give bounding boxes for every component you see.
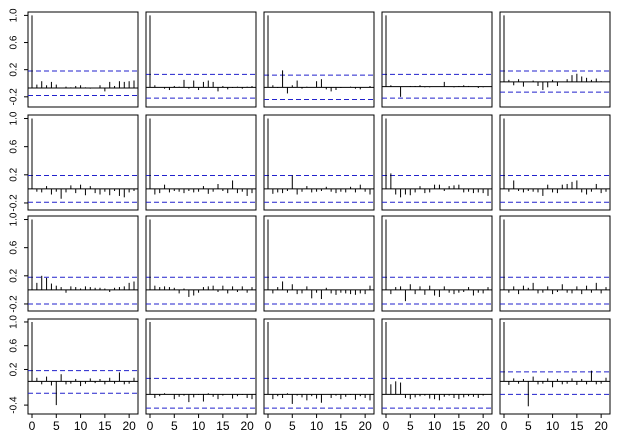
x-tick-label-c4-2: 10 [428,419,442,433]
panel-frame-r4c2 [145,318,257,415]
y-tick-label-r2-0: 1.0 [9,111,20,125]
panel-frame-r1c5 [499,11,611,108]
x-tick-label-c3-2: 10 [310,419,324,433]
x-tick-label-c1-1: 5 [53,419,60,433]
y-tick-label-r3-3: -0.2 [9,295,20,313]
x-tick-label-c3-0: 0 [265,419,272,433]
x-tick-label-c5-1: 5 [525,419,532,433]
panel-frame-r2c2 [145,114,257,211]
panel-frame-r2c1 [27,114,139,211]
x-tick-label-c1-3: 15 [98,419,112,433]
panel-frame-r1c1 [27,11,139,108]
panel-frame-r1c2 [145,11,257,108]
panel-frame-r2c5 [499,114,611,211]
y-tick-label-r3-1: 0.6 [9,240,20,254]
panel-frame-r3c1 [27,215,139,312]
y-tick-label-r2-3: -0.2 [9,194,20,212]
panel-frame-r1c4 [381,11,493,108]
x-tick-label-c4-3: 15 [452,419,466,433]
x-tick-label-c2-3: 15 [216,419,230,433]
panel-frame-r3c4 [381,215,493,312]
x-tick-label-c1-4: 20 [122,419,136,433]
panel-frame-r1c3 [263,11,375,108]
y-tick-label-r1-2: 0.2 [9,62,20,76]
y-tick-label-r4-2: 0.2 [9,362,20,376]
x-tick-label-c2-2: 10 [192,419,206,433]
y-tick-label-r1-0: 1.0 [9,8,20,22]
panel-frame-r4c5 [499,318,611,415]
x-tick-label-c5-4: 20 [594,419,608,433]
y-tick-label-r2-2: 0.2 [9,167,20,181]
panel-frame-r2c3 [263,114,375,211]
y-tick-label-r1-3: -0.2 [9,88,20,106]
y-tick-label-r3-2: 0.2 [9,268,20,282]
x-tick-label-c5-2: 10 [546,419,560,433]
panel-frame-r3c5 [499,215,611,312]
x-tick-label-c4-4: 20 [476,419,490,433]
x-tick-label-c2-0: 0 [147,419,154,433]
panel-frame-r4c3 [263,318,375,415]
x-tick-label-c3-4: 20 [358,419,372,433]
y-tick-label-r4-0: 1.0 [9,315,20,329]
x-tick-label-c5-3: 15 [570,419,584,433]
x-tick-label-c4-1: 5 [407,419,414,433]
panel-frame-r2c4 [381,114,493,211]
x-tick-label-c1-0: 0 [29,419,36,433]
x-tick-label-c2-1: 5 [171,419,178,433]
y-tick-label-r2-1: 0.6 [9,139,20,153]
x-tick-label-c1-2: 10 [74,419,88,433]
y-tick-label-r1-1: 0.6 [9,35,20,49]
panel-frame-r4c4 [381,318,493,415]
x-tick-label-c5-0: 0 [501,419,508,433]
y-tick-label-r4-1: 0.6 [9,338,20,352]
y-tick-label-r3-0: 1.0 [9,212,20,226]
panel-frame-r4c1 [27,318,139,415]
panel-frame-r3c3 [263,215,375,312]
x-tick-label-c3-1: 5 [289,419,296,433]
y-tick-label-r4-3: -0.4 [9,396,20,414]
x-tick-label-c4-0: 0 [383,419,390,433]
panel-frame-r3c2 [145,215,257,312]
x-tick-label-c3-3: 15 [334,419,348,433]
x-tick-label-c2-4: 20 [240,419,254,433]
